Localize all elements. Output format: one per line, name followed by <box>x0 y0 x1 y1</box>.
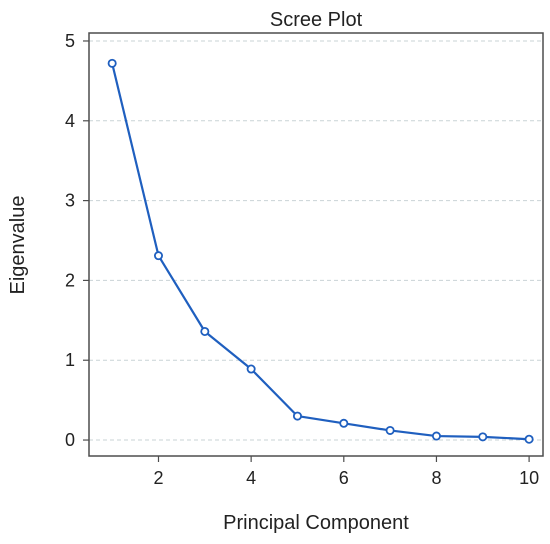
data-point-8 <box>431 431 441 441</box>
y-tick-label-0: 0 <box>65 430 75 450</box>
data-point-2 <box>153 251 163 261</box>
chart-title: Scree Plot <box>270 9 363 31</box>
data-point-9 <box>478 432 488 442</box>
y-tick-label-2: 2 <box>65 270 75 290</box>
y-tick-label-4: 4 <box>65 111 75 131</box>
x-tick-label-3: 8 <box>431 468 441 488</box>
axis-ticks <box>83 40 530 462</box>
x-tick-label-4: 10 <box>519 468 539 488</box>
series-line-0 <box>111 63 530 441</box>
series-line-group <box>111 63 530 441</box>
data-point-4 <box>246 364 256 374</box>
x-tick-label-2: 6 <box>339 468 349 488</box>
gridlines <box>89 40 543 441</box>
x-axis-label: Principal Component <box>223 512 409 534</box>
data-point-1 <box>107 58 117 68</box>
data-point-10 <box>524 434 534 444</box>
tick-labels: 0 1 2 3 4 5 2 4 6 8 10 <box>65 31 539 488</box>
y-axis-label: Eigenvalue <box>7 196 29 295</box>
x-tick-label-0: 2 <box>153 468 163 488</box>
data-point-3 <box>200 326 210 336</box>
plot-frame <box>88 32 544 457</box>
data-points <box>107 58 534 444</box>
data-point-7 <box>385 425 395 435</box>
y-tick-label-1: 1 <box>65 350 75 370</box>
data-point-6 <box>339 418 349 428</box>
y-tick-label-5: 5 <box>65 31 75 51</box>
y-tick-label-3: 3 <box>65 191 75 211</box>
x-tick-label-1: 4 <box>246 468 256 488</box>
data-point-5 <box>292 411 302 421</box>
